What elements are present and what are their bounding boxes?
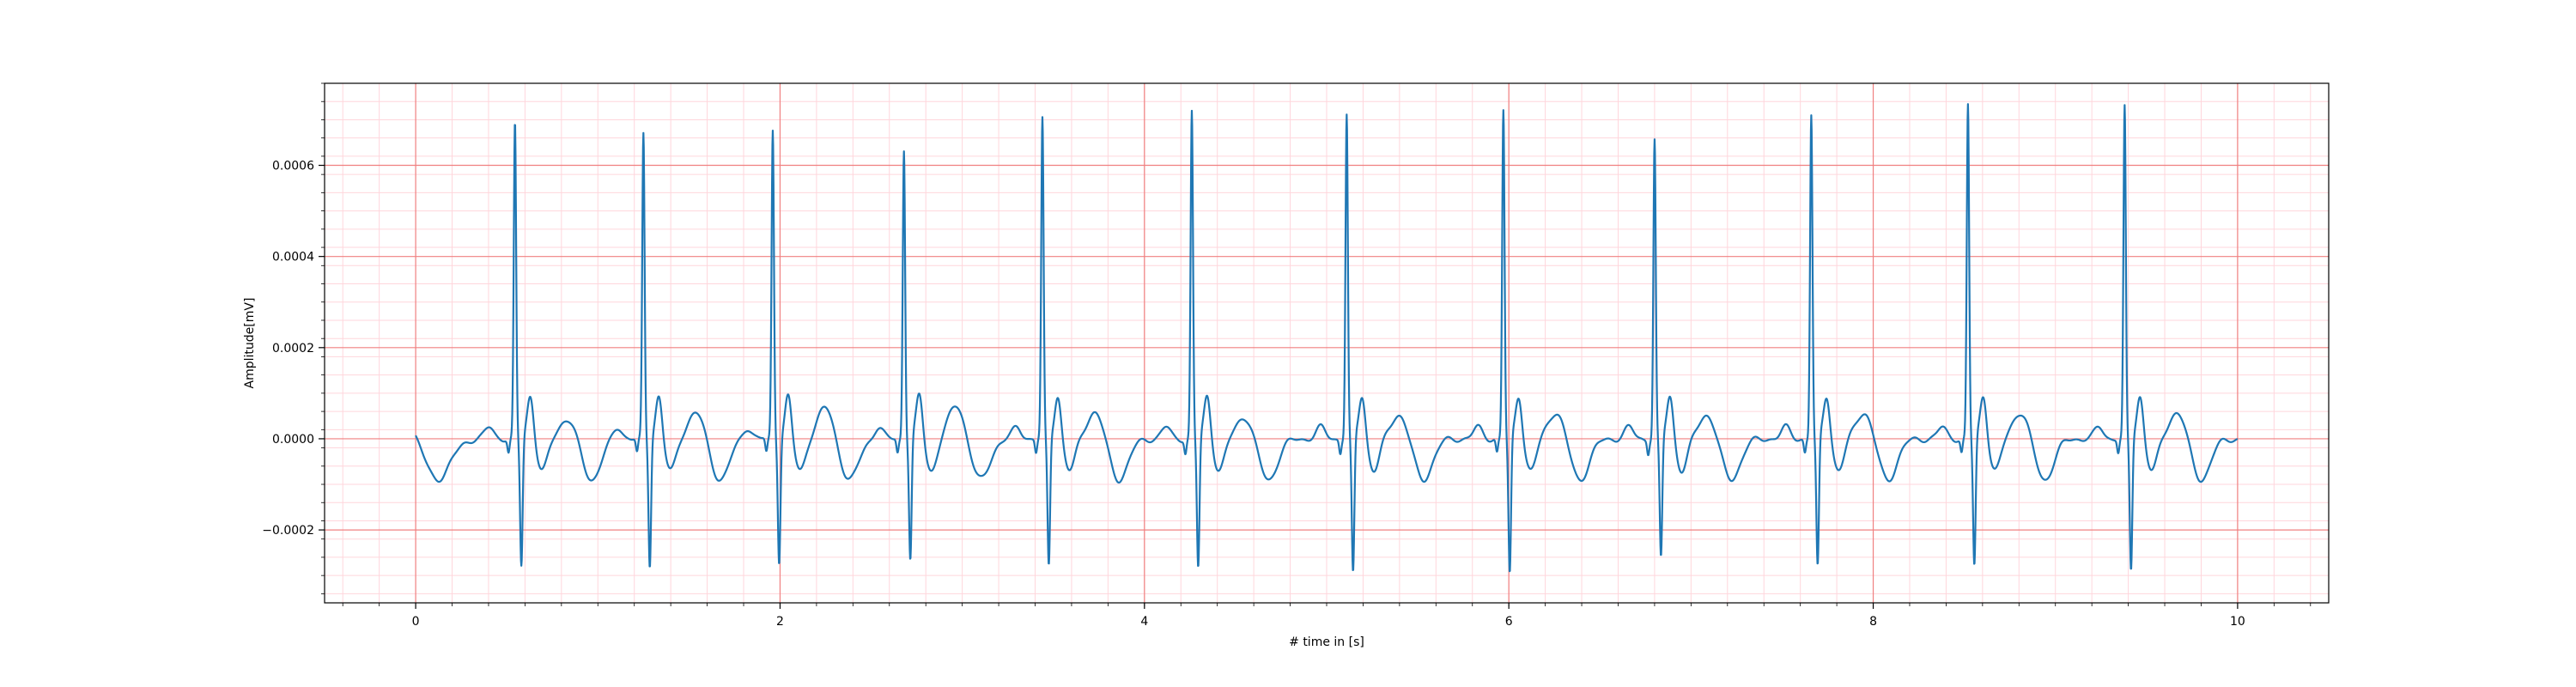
x-axis-label: # time in [s] [1289,635,1364,649]
y-tick-label: −0.0002 [262,524,314,538]
y-tick-label: 0.0002 [272,342,314,356]
y-tick-label: 0.0006 [272,160,314,173]
x-tick-label: 2 [776,615,784,629]
x-tick-label: 8 [1869,615,1877,629]
minor-grid [325,82,2329,603]
y-axis-label: Amplitude[mV] [243,298,257,389]
x-tick-label: 0 [412,615,420,629]
series-group [415,103,2239,573]
x-tick-label: 10 [2230,615,2245,629]
x-tick-label: 6 [1505,615,1513,629]
y-tick-label: 0.0000 [272,433,314,447]
ecg-series-line [415,103,2239,573]
y-tick-label: 0.0004 [272,251,314,264]
major-grid [325,83,2329,603]
x-axis-ticks: 0 2 4 6 8 10 [342,603,2312,629]
x-tick-label: 4 [1140,615,1148,629]
y-axis-ticks: −0.0002 0.0000 0.0002 0.0004 0.0006 [262,82,325,594]
